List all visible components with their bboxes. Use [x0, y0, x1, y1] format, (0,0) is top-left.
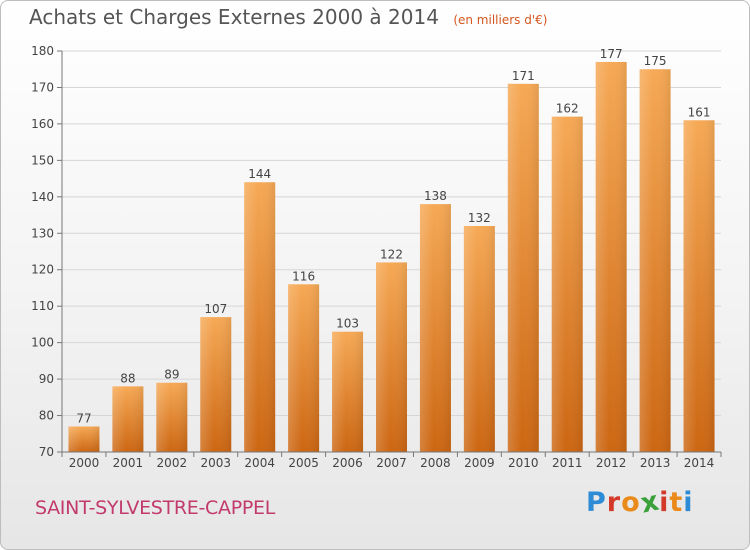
city-name: SAINT-SYLVESTRE-CAPPEL [35, 497, 276, 519]
data-label-2008: 138 [424, 189, 447, 203]
x-tick-label-2012: 2012 [596, 456, 627, 470]
x-tick-label-2002: 2002 [157, 456, 188, 470]
y-tick-label: 100 [31, 336, 54, 350]
data-label-2011: 162 [556, 102, 579, 116]
bar-shade-2006 [332, 331, 364, 452]
bar-shade-2004 [244, 182, 276, 452]
logo-letter: i [659, 487, 670, 518]
x-tick-label-2000: 2000 [69, 456, 100, 470]
x-tick-label-2003: 2003 [200, 456, 231, 470]
x-tick-label-2014: 2014 [684, 456, 715, 470]
bar-shade-2000 [68, 426, 100, 452]
data-label-2003: 107 [204, 302, 227, 316]
data-label-2001: 88 [120, 371, 135, 385]
x-tick-label-2004: 2004 [244, 456, 275, 470]
data-label-2010: 171 [512, 69, 535, 83]
bar-shade-2013 [639, 69, 671, 453]
chart-title: Achats et Charges Externes 2000 à 2014 (… [29, 5, 547, 29]
x-tick-label-2013: 2013 [640, 456, 671, 470]
data-label-2002: 89 [164, 368, 179, 382]
logo-letter: i [683, 487, 694, 518]
bar-shade-2010 [507, 83, 539, 453]
proxiti-logo: Proxiti [586, 485, 694, 519]
x-tick-label-2009: 2009 [464, 456, 495, 470]
bar-shade-2008 [419, 204, 451, 452]
data-label-2000: 77 [76, 411, 91, 425]
logo-letter: r [606, 487, 622, 518]
x-tick-label-2008: 2008 [420, 456, 451, 470]
bar-shade-2012 [595, 61, 627, 452]
bar-shade-2009 [463, 225, 495, 452]
y-tick-label: 160 [31, 117, 54, 131]
data-label-2005: 116 [292, 269, 315, 283]
x-tick-label-2010: 2010 [508, 456, 539, 470]
bar-shade-2011 [551, 116, 583, 453]
y-tick-label: 120 [31, 263, 54, 277]
logo-letter: P [586, 487, 607, 518]
x-tick-label-2006: 2006 [332, 456, 363, 470]
data-label-2012: 177 [600, 47, 623, 61]
y-tick-label: 170 [31, 80, 54, 94]
chart-title-text: Achats et Charges Externes 2000 à 2014 [29, 5, 439, 29]
x-tick-label-2011: 2011 [552, 456, 583, 470]
y-tick-label: 150 [31, 153, 54, 167]
data-label-2013: 175 [644, 54, 667, 68]
y-tick-label: 90 [39, 372, 54, 386]
data-label-2004: 144 [248, 167, 271, 181]
y-tick-label: 110 [31, 299, 54, 313]
data-label-2006: 103 [336, 317, 359, 331]
y-tick-label: 180 [31, 44, 54, 58]
x-tick-label-2001: 2001 [113, 456, 144, 470]
y-tick-label: 130 [31, 226, 54, 240]
y-tick-label: 80 [39, 409, 54, 423]
data-label-2009: 132 [468, 211, 491, 225]
y-tick-label: 70 [39, 445, 54, 459]
bar-shade-2007 [376, 262, 407, 452]
bar-shade-2001 [112, 386, 144, 452]
bar-shade-2003 [200, 317, 232, 452]
bar-shade-2002 [156, 382, 188, 452]
data-label-2014: 161 [688, 105, 711, 119]
x-tick-label-2007: 2007 [376, 456, 407, 470]
logo-letter: t [669, 487, 684, 518]
logo-letter: o [621, 487, 641, 518]
bar-shade-2005 [288, 284, 320, 452]
chart-subtitle: (en milliers d'€) [453, 13, 548, 27]
x-tick-label-2005: 2005 [288, 456, 319, 470]
bar-shade-2014 [683, 120, 715, 452]
data-label-2007: 122 [380, 247, 403, 261]
y-tick-label: 140 [31, 190, 54, 204]
